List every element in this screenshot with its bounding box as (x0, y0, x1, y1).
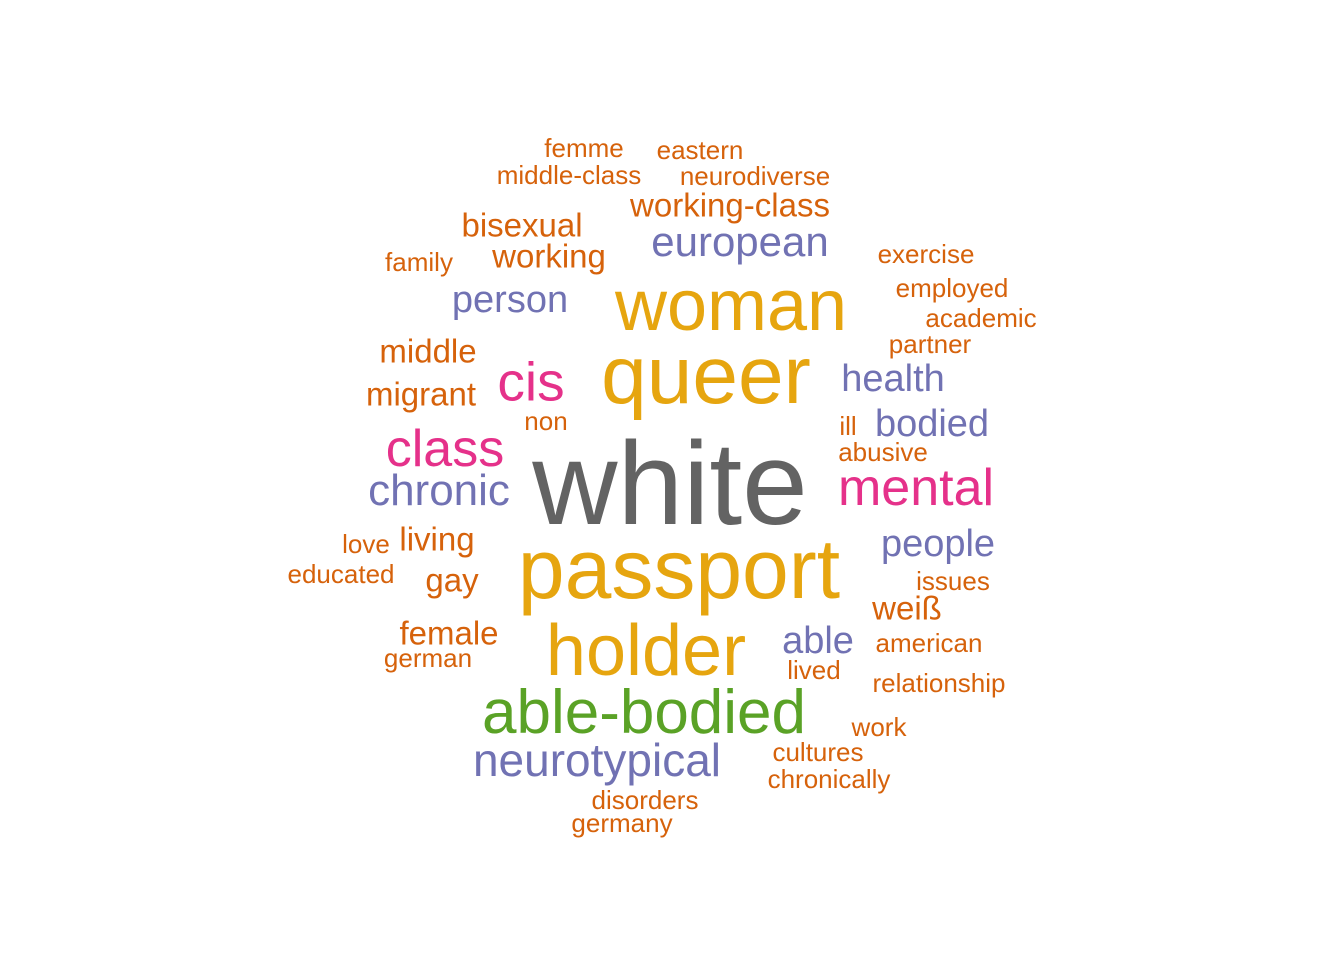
word-living: living (399, 523, 474, 556)
word-non: non (524, 408, 567, 434)
word-cultures: cultures (772, 739, 863, 765)
word-academic: academic (925, 305, 1036, 331)
word-neurotypical: neurotypical (473, 737, 721, 783)
word-person: person (452, 281, 568, 319)
word-working-class: working-class (630, 189, 830, 222)
word-partner: partner (889, 331, 971, 357)
word-american: american (876, 630, 983, 656)
word-issues: issues (916, 568, 990, 594)
word-eastern: eastern (657, 137, 744, 163)
word-love: love (342, 531, 390, 557)
word-people: people (881, 525, 995, 563)
word-german: german (384, 645, 472, 671)
word-passport: passport (518, 527, 840, 611)
word-family: family (385, 249, 453, 275)
word-migrant: migrant (366, 378, 476, 411)
word-holder: holder (546, 615, 746, 687)
word-exercise: exercise (878, 241, 975, 267)
word-health: health (841, 360, 945, 398)
word-neurodiverse: neurodiverse (680, 163, 830, 189)
word-middle: middle (379, 335, 476, 368)
word-educated: educated (288, 561, 395, 587)
word-queer: queer (601, 335, 811, 417)
word-germany: germany (571, 810, 672, 836)
word-woman: woman (615, 270, 847, 342)
word-working: working (492, 240, 606, 273)
word-chronic: chronic (368, 469, 510, 513)
word-weiss: weiß (872, 592, 942, 625)
word-gay: gay (425, 564, 478, 597)
word-cis: cis (497, 355, 564, 410)
word-european: european (651, 221, 829, 263)
word-femme: femme (544, 135, 623, 161)
word-ill: ill (839, 413, 856, 439)
word-relationship: relationship (873, 670, 1006, 696)
word-abusive: abusive (838, 439, 928, 465)
word-chronically: chronically (768, 766, 891, 792)
word-mental: mental (838, 462, 994, 514)
word-middle-class: middle-class (497, 162, 642, 188)
word-lived: lived (787, 657, 840, 683)
word-employed: employed (896, 275, 1009, 301)
